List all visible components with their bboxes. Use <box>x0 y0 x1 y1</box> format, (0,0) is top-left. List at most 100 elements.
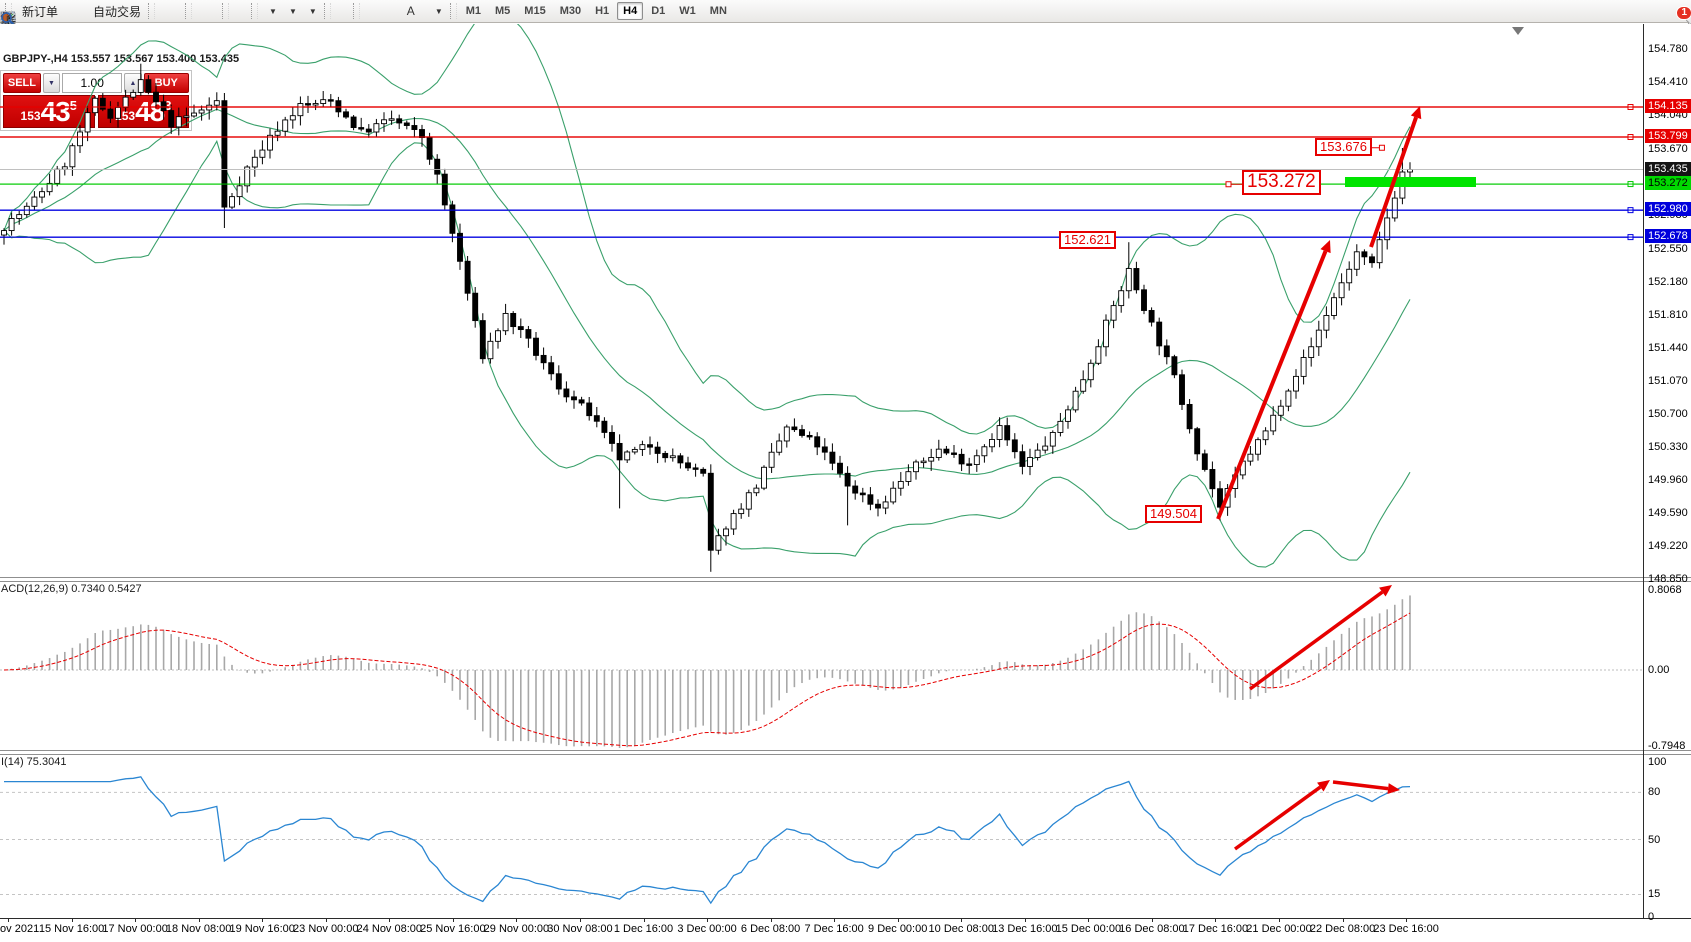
volume-decrease-button[interactable]: ▼ <box>42 73 60 93</box>
toolbar-grip <box>251 3 259 19</box>
price-annotation[interactable]: 153.272 <box>1242 170 1321 195</box>
signal-button[interactable] <box>1 1 86 22</box>
price-annotation[interactable]: 149.504 <box>1145 505 1202 524</box>
auto-trading-button[interactable]: 自动交易 <box>0 1 145 24</box>
price-marker-label: 154.135 <box>1645 98 1691 113</box>
timeframe-button-m1[interactable]: M1 <box>465 5 482 17</box>
time-axis-label: 15 Dec 00:00 <box>1055 923 1122 935</box>
sell-price-base: 153 <box>20 109 41 123</box>
candlestick-chart-button[interactable] <box>1 1 174 24</box>
channel-tool-button[interactable]: E <box>1 1 395 25</box>
time-axis-label: 10 Dec 08:00 <box>928 923 994 935</box>
horizontal-line-tool-button[interactable] <box>1 1 379 22</box>
line-chart-button[interactable] <box>0 1 182 23</box>
dropdown-arrow-icon: ▼ <box>288 6 297 16</box>
toolbar-grip <box>5 3 12 19</box>
price-marker-label: 153.799 <box>1645 129 1691 143</box>
timeframe-button-h1[interactable]: H1 <box>595 5 610 17</box>
cursor-tool-button[interactable] <box>3 1 342 24</box>
timeframe-button-h4[interactable]: H4 <box>617 2 644 20</box>
time-axis[interactable] <box>0 918 1691 919</box>
time-axis-label: 15 Nov 16:00 <box>38 923 105 935</box>
arrows-tool-button[interactable]: ▼ <box>0 1 447 23</box>
indicators-button[interactable]: ▼ <box>0 1 281 23</box>
price-annotation[interactable]: 153.676 <box>1315 138 1372 157</box>
text-tool-button[interactable]: A <box>403 1 419 22</box>
timeframe-button-mn[interactable]: MN <box>709 5 727 17</box>
auto-scroll-button[interactable] <box>1 1 240 24</box>
time-axis-label: 13 Dec 16:00 <box>992 923 1058 935</box>
time-axis-label: 17 Dec 16:00 <box>1182 923 1249 935</box>
tile-windows-button[interactable] <box>1 1 219 23</box>
time-axis-tick <box>1279 918 1280 922</box>
price-axis-tick: 154.410 <box>1648 76 1688 89</box>
time-axis-tick <box>198 918 200 922</box>
time-axis-tick <box>1342 918 1344 922</box>
time-axis-label: 23 Dec 16:00 <box>1373 923 1439 935</box>
buy-button[interactable]: BUY <box>143 73 189 93</box>
timeframe-button-m5[interactable]: M5 <box>495 5 511 17</box>
svg-text:F: F <box>12 19 16 25</box>
time-axis-tick <box>262 918 264 922</box>
label-tool-button[interactable]: T <box>0 1 427 25</box>
timeframe-button-m30[interactable]: M30 <box>559 5 582 17</box>
price-chart-plot[interactable] <box>0 24 1643 577</box>
sell-price-pip: 5 <box>69 98 77 113</box>
zoom-out-button[interactable] <box>1 1 211 25</box>
bar-chart-button[interactable] <box>1 1 166 23</box>
price-axis-tick: 149.960 <box>1648 473 1688 486</box>
buy-price-pip: 3 <box>164 98 172 113</box>
text-icon: A <box>406 4 415 18</box>
notification-count-badge: 1 <box>1676 6 1691 20</box>
macd-indicator-plot[interactable] <box>0 580 1643 750</box>
fibonacci-tool-button[interactable]: F <box>1 1 403 25</box>
new-order-button[interactable]: 新订单 <box>1 1 62 25</box>
time-axis-tick <box>1088 918 1090 922</box>
time-axis-label: 15 Nov 2021 <box>0 923 40 935</box>
price-axis-tick: 149.590 <box>1648 506 1688 519</box>
crosshair-tool-button[interactable] <box>1 1 350 24</box>
pane-separator[interactable] <box>0 750 1691 755</box>
time-axis-tick <box>579 918 581 922</box>
price-axis[interactable] <box>1643 24 1644 918</box>
toolbar-grip <box>323 3 331 19</box>
macd-axis-label: 0.8068 <box>1648 584 1682 596</box>
price-axis-tick: 151.440 <box>1648 341 1688 354</box>
time-axis-tick <box>325 918 327 922</box>
price-axis-tick: 154.780 <box>1648 43 1688 56</box>
pane-separator[interactable] <box>0 577 1691 582</box>
price-axis-tick: 149.220 <box>1648 539 1688 552</box>
vertical-line-tool-button[interactable] <box>4 1 371 24</box>
rsi-axis-label: 15 <box>1648 888 1661 900</box>
rsi-label: I(14) 75.3041 <box>1 756 67 768</box>
periods-button[interactable]: ▼ <box>1 1 301 24</box>
dropdown-arrow-icon: ▼ <box>269 6 277 16</box>
time-axis-label: 25 Nov 16:00 <box>420 923 486 935</box>
sell-button[interactable]: SELL <box>3 73 41 93</box>
chart-title: GBPJPY-,H4 153.557 153.567 153.400 153.4… <box>3 53 240 65</box>
price-axis-tick: 152.550 <box>1648 242 1688 255</box>
time-axis-label: 30 Nov 08:00 <box>547 923 613 935</box>
macd-label: ACD(12,26,9) 0.7340 0.5427 <box>1 583 142 595</box>
timeframe-button-d1[interactable]: D1 <box>651 5 666 17</box>
trendline-tool-button[interactable] <box>1 1 387 24</box>
time-axis-tick <box>1406 918 1408 922</box>
time-axis-tick <box>1024 918 1026 922</box>
market-watch-button[interactable] <box>0 1 70 23</box>
macd-axis-label: -0.7948 <box>1648 740 1686 752</box>
price-annotation[interactable]: 152.621 <box>1059 231 1116 250</box>
rsi-indicator-plot[interactable] <box>0 753 1643 918</box>
templates-button[interactable]: ▼ <box>0 1 321 24</box>
sell-price-big: 43 <box>40 96 71 127</box>
data-window-button[interactable] <box>0 1 78 23</box>
sell-price-box[interactable]: 153 43 5 <box>3 95 95 128</box>
price-marker-label: 152.678 <box>1645 229 1691 244</box>
time-axis-label: 7 Dec 16:00 <box>804 923 864 935</box>
zoom-in-button[interactable] <box>1 1 203 25</box>
chart-shift-button[interactable] <box>1 1 248 24</box>
time-axis-tick <box>897 918 899 922</box>
timeframe-button-w1[interactable]: W1 <box>679 5 696 17</box>
time-axis-tick <box>1215 918 1217 922</box>
timeframe-button-m15[interactable]: M15 <box>524 5 546 17</box>
price-axis-tick: 151.810 <box>1648 308 1688 321</box>
